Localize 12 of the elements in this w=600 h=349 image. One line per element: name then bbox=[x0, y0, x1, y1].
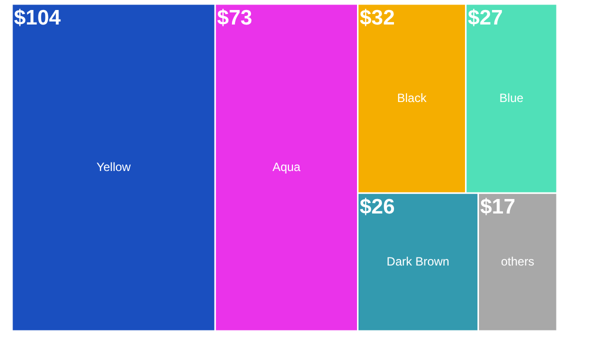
data-label: $73 bbox=[217, 6, 252, 30]
data-label: $32 bbox=[360, 6, 395, 30]
data-label: $17 bbox=[480, 195, 516, 218]
data-label: $26 bbox=[360, 195, 395, 218]
category-label: Yellow bbox=[96, 160, 132, 174]
category-label: Dark Brown bbox=[386, 254, 450, 268]
data-label: $27 bbox=[468, 6, 503, 30]
category-label: others bbox=[500, 254, 534, 268]
category-label: Blue bbox=[499, 90, 524, 105]
category-label: Aqua bbox=[272, 160, 301, 174]
category-label: Black bbox=[397, 90, 428, 105]
data-label: $104 bbox=[14, 6, 62, 30]
